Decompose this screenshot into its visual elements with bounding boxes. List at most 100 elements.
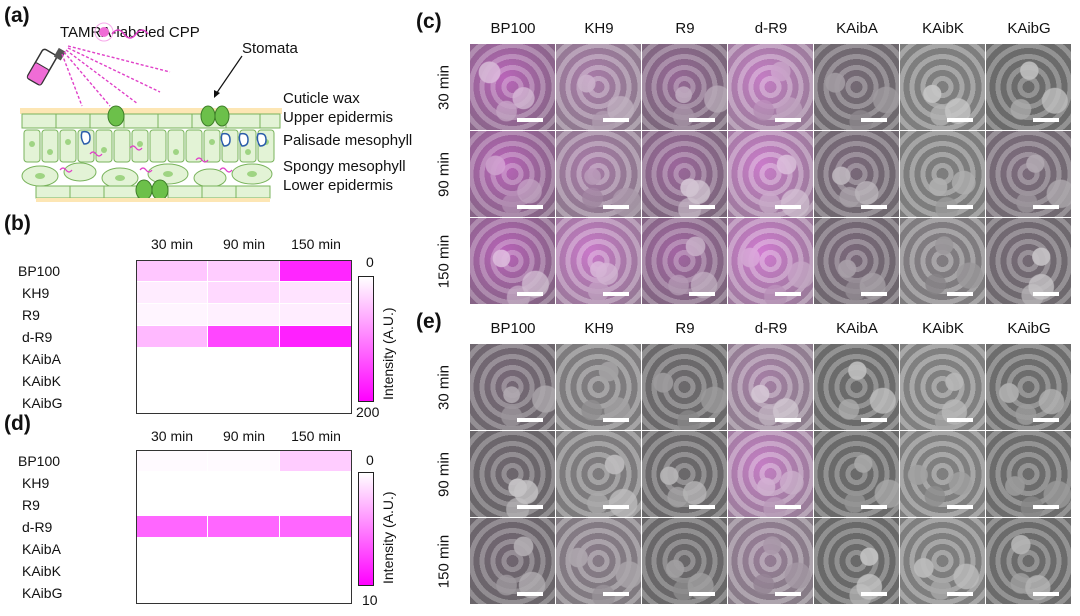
scale-bar <box>947 292 973 296</box>
magenta-overlay <box>556 431 641 517</box>
spray-label: TAMRA-labeled CPP <box>60 24 200 41</box>
microscopy-e-row-label: 150 min <box>435 534 453 588</box>
heatmap-b-cell <box>208 304 279 325</box>
scale-bar <box>775 292 801 296</box>
scale-bar <box>861 205 887 209</box>
heatmap-b-cell <box>208 326 279 347</box>
lower-guard-cells <box>135 179 169 201</box>
heatmap-b-cell <box>280 282 351 303</box>
heatmap-b-row-label: KAibG <box>22 395 63 411</box>
heatmap-d <box>0 0 1 1</box>
scale-bar <box>517 118 543 122</box>
microscopy-e-tile <box>728 344 813 430</box>
heatmap-b-col-label: 90 min <box>222 236 266 252</box>
magenta-overlay <box>556 218 641 304</box>
microscopy-c-tile <box>556 131 641 217</box>
heatmap-b-cell <box>280 392 351 413</box>
microscopy-c-tile <box>900 131 985 217</box>
magenta-overlay <box>556 344 641 430</box>
heatmap-d-cell <box>280 582 351 603</box>
heatmap-d-cell <box>208 560 279 581</box>
stomata-arrow <box>215 55 243 95</box>
heatmap-b-row-label: KAibK <box>22 373 61 389</box>
heatmap-d-row-label: KAibG <box>22 585 63 601</box>
magenta-overlay <box>986 218 1071 304</box>
magenta-overlay <box>814 131 899 217</box>
heatmap-d-row-label: KAibK <box>22 563 61 579</box>
heatmap-d-row-label: KAibA <box>22 541 61 557</box>
magenta-overlay <box>814 218 899 304</box>
scale-bar <box>947 505 973 509</box>
cpp-in-tissue <box>59 145 233 173</box>
microscopy-c-row-label: 150 min <box>435 234 453 288</box>
heatmap-b-cell <box>136 326 207 347</box>
heatmap-d-row-label: BP100 <box>18 453 61 469</box>
scale-bar <box>775 505 801 509</box>
colorbar-b <box>358 276 374 402</box>
microscopy-e-tile <box>900 344 985 430</box>
magenta-overlay <box>642 344 727 430</box>
heatmap-d-cell <box>208 472 279 493</box>
scale-bar <box>603 592 629 596</box>
scale-bar <box>861 592 887 596</box>
microscopy-e-tile <box>814 344 899 430</box>
colorbar-d-max-label: 10 <box>362 592 378 608</box>
heatmap-d-row-label: KH9 <box>22 475 50 491</box>
microscopy-e-tile <box>728 431 813 517</box>
scale-bar <box>689 592 715 596</box>
heatmap-b-cell <box>280 326 351 347</box>
magenta-overlay <box>556 131 641 217</box>
colorbar-b-title: Intensity (A.U.) <box>380 307 396 400</box>
magenta-overlay <box>556 44 641 130</box>
microscopy-c-tile <box>642 44 727 130</box>
upper-epidermis <box>21 113 281 129</box>
panel-d-label: (d) <box>4 412 31 435</box>
scale-bar <box>775 592 801 596</box>
microscopy-e-tile <box>986 344 1071 430</box>
microscopy-c-col-label: BP100 <box>490 20 536 37</box>
heatmap-b-cell <box>280 348 351 369</box>
colorbar-b-max-label: 200 <box>356 404 380 420</box>
magenta-overlay <box>642 431 727 517</box>
magenta-overlay <box>728 218 813 304</box>
heatmap-d-cell <box>280 472 351 493</box>
scale-bar <box>861 292 887 296</box>
stomata-label: Stomata <box>242 40 298 57</box>
scale-bar <box>1033 418 1059 422</box>
layer-label-palisade: Palisade mesophyll <box>283 132 413 149</box>
chloroplasts <box>29 139 269 155</box>
microscopy-e-row-label: 30 min <box>435 364 453 410</box>
spongy-chloroplasts <box>35 171 257 181</box>
heatmap-d-cell <box>136 582 207 603</box>
microscopy-c-tile <box>986 218 1071 304</box>
microscopy-c-tile <box>814 131 899 217</box>
heatmap-b-cell <box>280 260 351 281</box>
heatmap-d-row-label: R9 <box>22 497 40 513</box>
heatmap-d-cell <box>136 450 207 471</box>
microscopy-e-tile <box>814 518 899 604</box>
heatmap-d-cell <box>136 472 207 493</box>
magenta-overlay <box>814 44 899 130</box>
spray-rays <box>61 45 171 107</box>
scale-bar <box>603 118 629 122</box>
heatmap-d-cell <box>208 538 279 559</box>
microscopy-e-col-label: d-R9 <box>754 320 788 337</box>
scale-bar <box>517 592 543 596</box>
panel-e-label: (e) <box>416 310 442 333</box>
microscopy-e-col-label: KAibK <box>922 320 964 337</box>
microscopy-e-col-label: R9 <box>675 320 695 337</box>
microscopy-c-tile <box>470 44 555 130</box>
magenta-overlay <box>814 344 899 430</box>
panel-b-label: (b) <box>4 212 31 235</box>
magenta-overlay <box>728 344 813 430</box>
microscopy-e-tile <box>470 518 555 604</box>
heatmap-d-col-label: 30 min <box>150 428 194 444</box>
microscopy-e-tile <box>814 431 899 517</box>
magenta-overlay <box>986 44 1071 130</box>
heatmap-d-cell <box>136 538 207 559</box>
magenta-overlay <box>642 518 727 604</box>
layer-label-cuticle: Cuticle wax <box>283 90 360 107</box>
spray-bottle-icon <box>26 47 66 86</box>
microscopy-c-tile <box>470 218 555 304</box>
microscopy-e-col-label: KH9 <box>584 320 614 337</box>
